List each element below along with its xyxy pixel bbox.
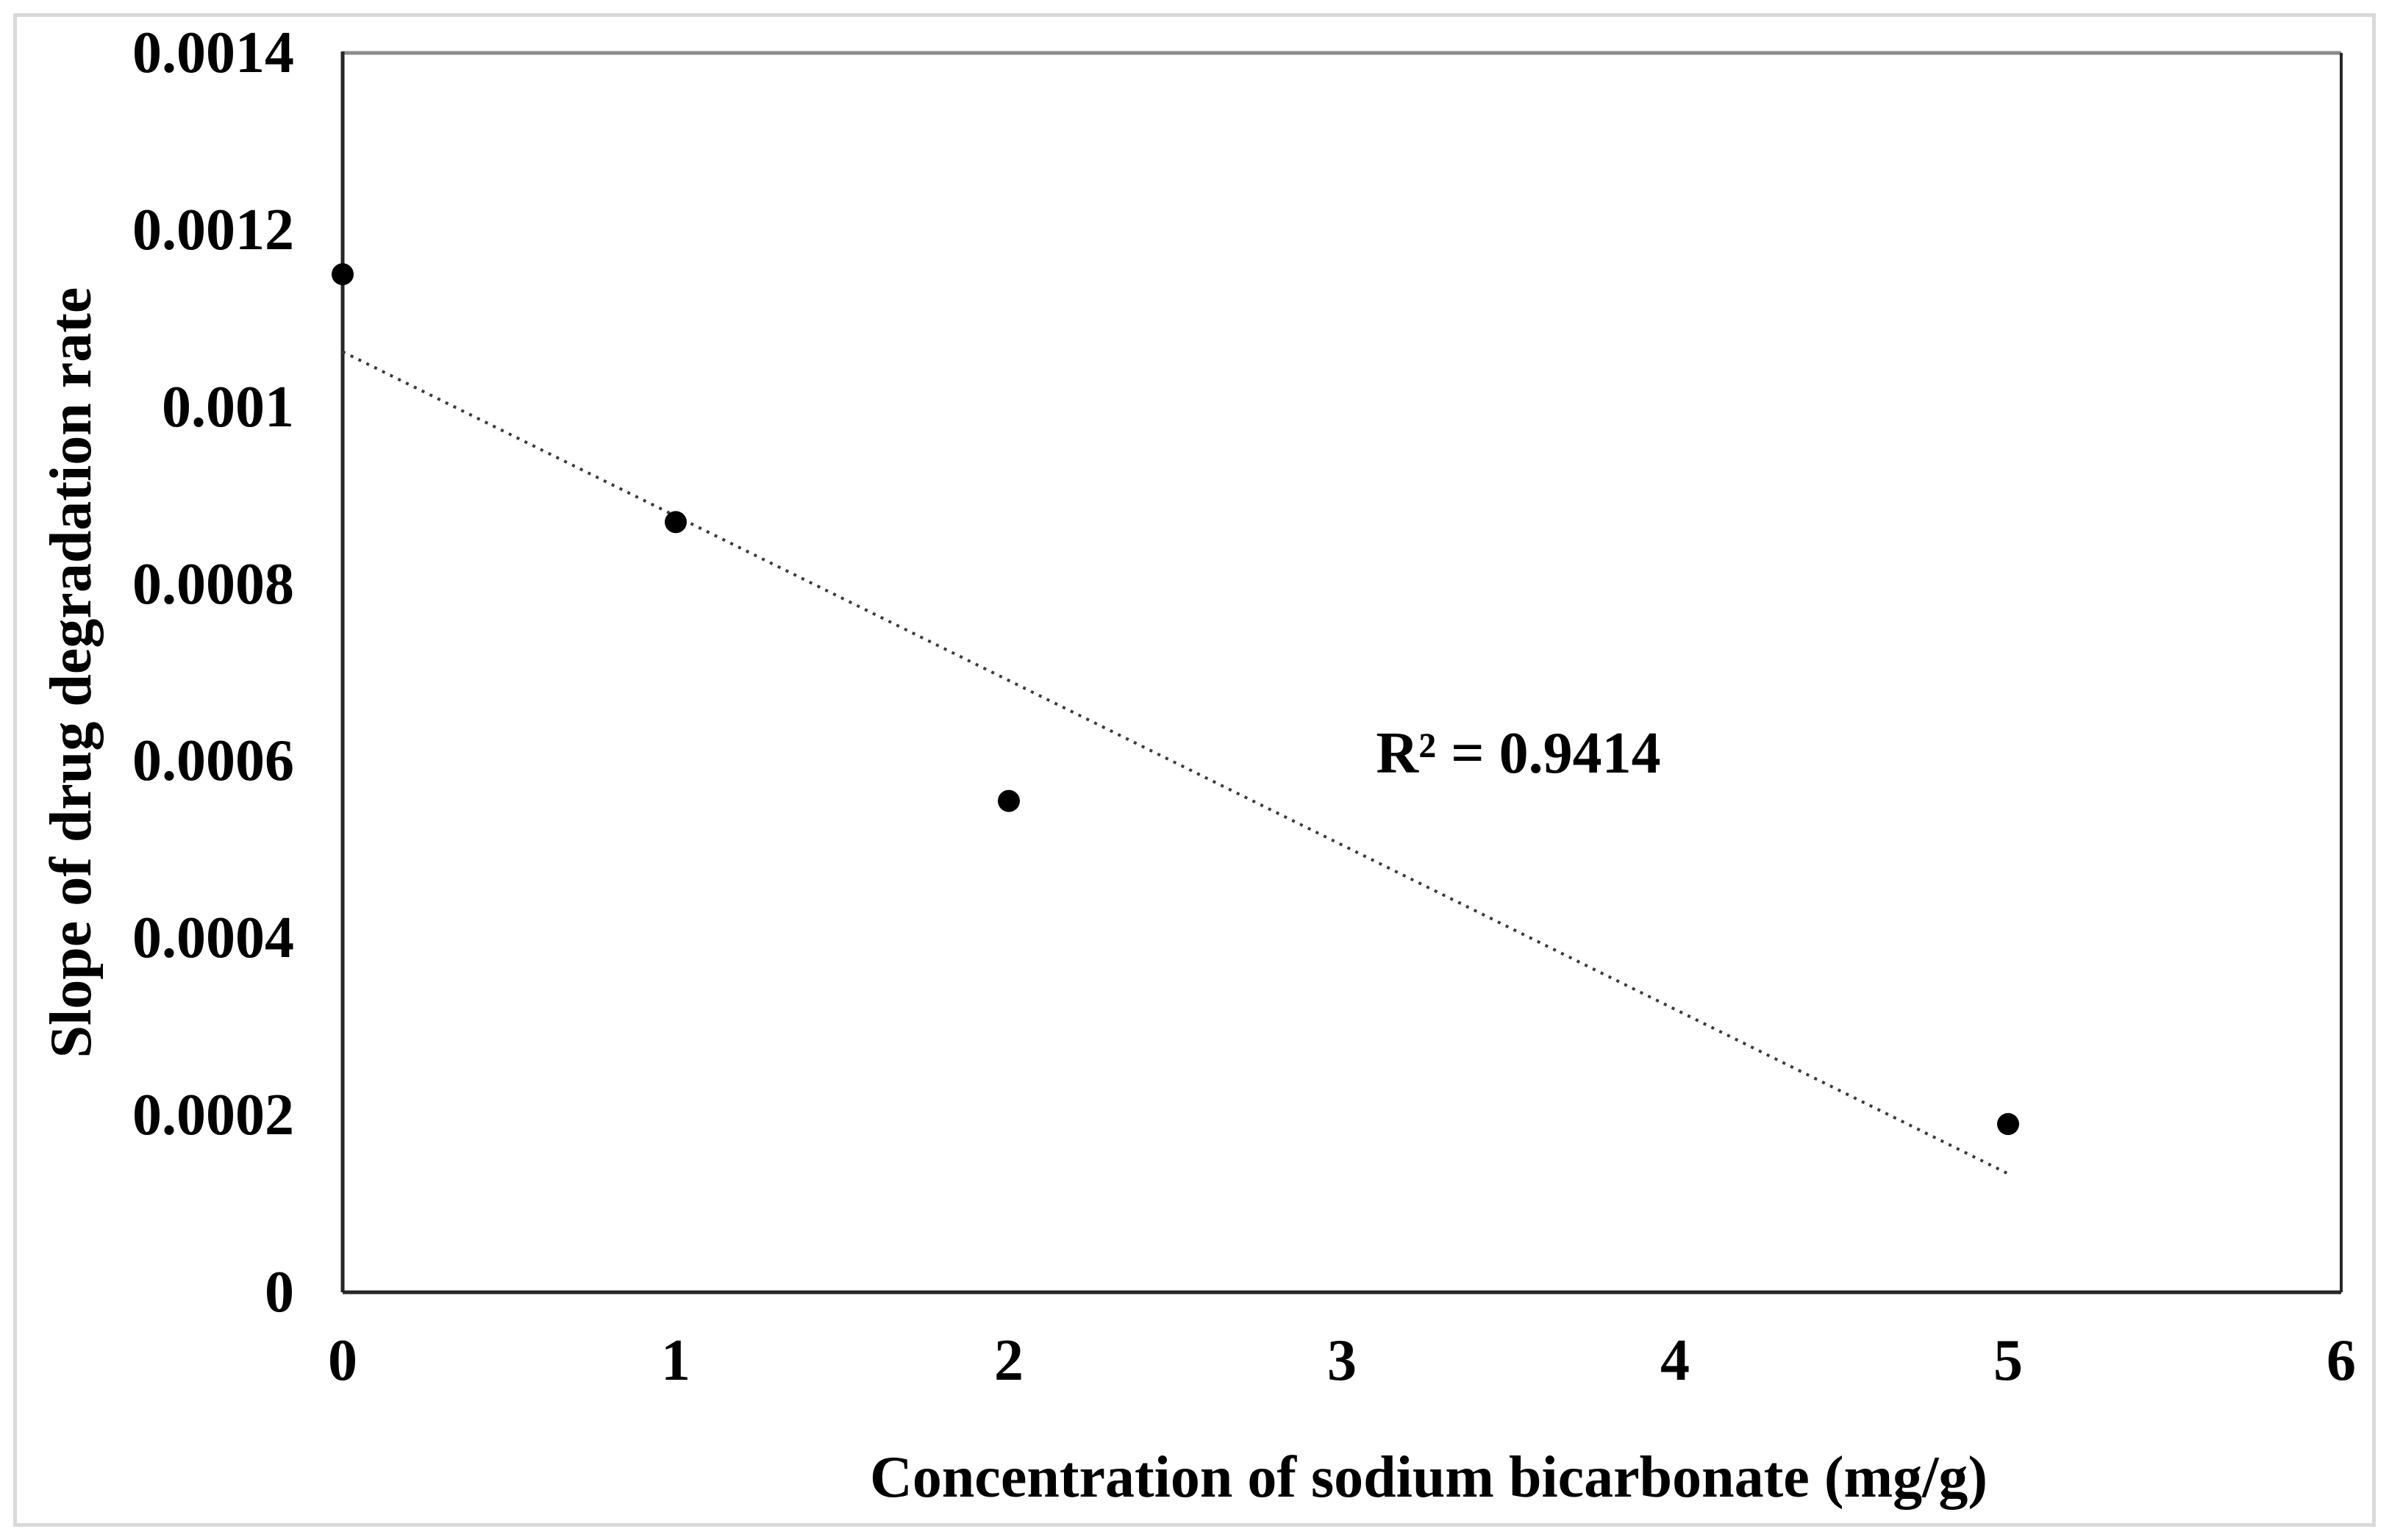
y-tick-label: 0.0004 <box>132 906 294 971</box>
r-squared-annotation: R² = 0.9414 <box>1376 721 1661 786</box>
y-tick-label: 0 <box>265 1260 294 1325</box>
x-tick-label: 2 <box>994 1328 1024 1393</box>
y-tick-label: 0.0012 <box>132 197 294 262</box>
x-tick-label: 3 <box>1327 1328 1357 1393</box>
y-tick-label: 0.001 <box>162 374 294 440</box>
x-tick-label: 5 <box>1993 1328 2023 1393</box>
y-tick-label: 0.0006 <box>132 728 294 794</box>
x-tick-label: 1 <box>661 1328 690 1393</box>
x-tick-label: 6 <box>2326 1328 2356 1393</box>
x-tick-label: 4 <box>1660 1328 1690 1393</box>
x-axis-title: Concentration of sodium bicarbonate (mg/… <box>870 1445 1988 1510</box>
y-tick-label: 0.0008 <box>132 551 294 617</box>
y-tick-label: 0.0002 <box>132 1083 294 1148</box>
y-tick-label: 0.0014 <box>132 21 294 85</box>
data-point <box>665 511 687 534</box>
trendline <box>342 350 2009 1175</box>
data-point <box>332 263 354 286</box>
x-tick-label: 0 <box>328 1328 357 1393</box>
y-axis-title: Slope of drug degradation rate <box>39 287 104 1059</box>
data-point <box>998 789 1020 812</box>
data-point <box>1997 1113 2019 1136</box>
